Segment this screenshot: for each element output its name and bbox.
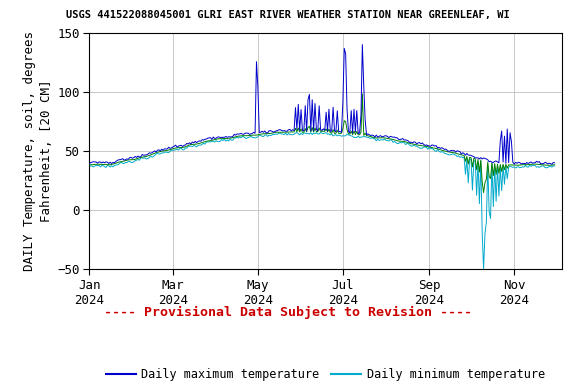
- Legend: Daily maximum temperature, Daily mean temperature, Daily minimum temperature: Daily maximum temperature, Daily mean te…: [101, 363, 550, 384]
- Y-axis label: DAILY Temperature, soil, degrees
Fahrenheit, [20 CM]: DAILY Temperature, soil, degrees Fahrenh…: [23, 31, 53, 271]
- Text: USGS 441522088045001 GLRI EAST RIVER WEATHER STATION NEAR GREENLEAF, WI: USGS 441522088045001 GLRI EAST RIVER WEA…: [66, 10, 510, 20]
- Text: ---- Provisional Data Subject to Revision ----: ---- Provisional Data Subject to Revisio…: [104, 306, 472, 319]
